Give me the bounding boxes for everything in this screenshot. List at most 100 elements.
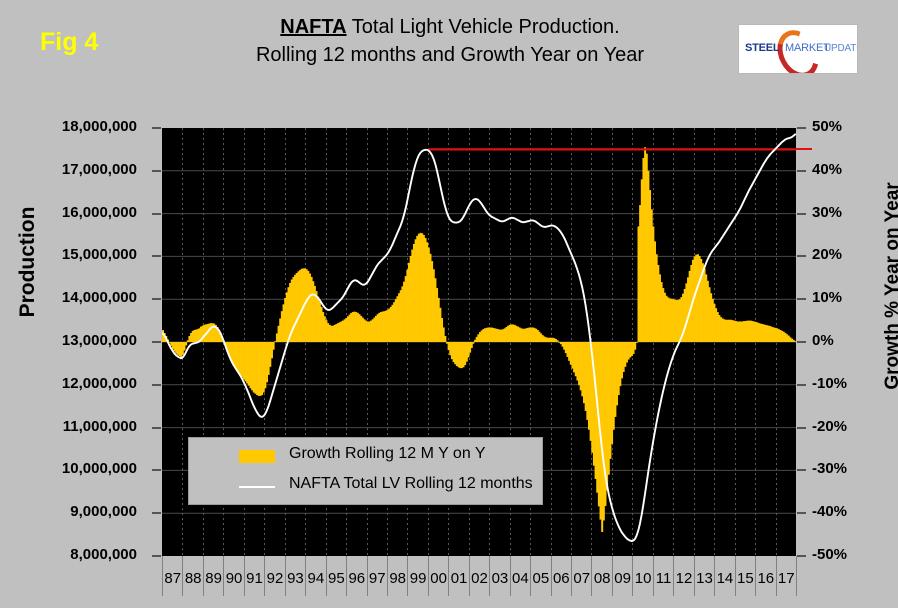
y-axis-tick-label-right: 40% (812, 160, 843, 178)
y-axis-tick-mark-right (797, 341, 806, 343)
y-axis-tick-label-left: 9,000,000 (70, 503, 137, 521)
x-axis-tick-98: 98 (386, 556, 407, 596)
logo-word-steel: STEEL (745, 42, 780, 54)
figure-label: Fig 4 (40, 28, 99, 56)
x-axis-tick-label: 93 (287, 570, 304, 587)
y-axis-tick-mark-right (797, 469, 806, 472)
chart-title-line-1: NAFTA Total Light Vehicle Production. (180, 14, 720, 41)
x-axis-tick-label: 10 (634, 570, 652, 587)
chart-title-rest: Total Light Vehicle Production. (346, 16, 620, 38)
x-axis-tick-05: 05 (530, 556, 550, 596)
chart-legend: Growth Rolling 12 M Y on Y NAFTA Total L… (188, 437, 543, 505)
y-axis-tick-label-right: 20% (812, 246, 843, 264)
x-axis-tick-14: 14 (714, 556, 734, 596)
x-axis-tick-label: 16 (757, 570, 775, 587)
y-axis-tick-mark-right (797, 555, 806, 557)
y-axis-tick-label-left: 16,000,000 (61, 203, 137, 221)
x-axis-tick-09: 09 (611, 556, 632, 596)
x-axis-tick-label: 17 (777, 570, 795, 587)
y-axis-left: 18,000,000 17,000,000 16,000,000 15,000,000… (0, 0, 155, 608)
x-axis-tick-label: 11 (655, 570, 672, 587)
x-axis: 87 88 89 90 91 92 93 94 95 96 97 98 99 00 01 02 03 04 05 06… (162, 556, 797, 596)
y-axis-tick-mark-right (797, 383, 806, 386)
x-axis-tick-label: 01 (450, 570, 468, 587)
x-axis-tick-13: 13 (693, 556, 714, 596)
y-axis-tick-label-right: 30% (812, 203, 843, 221)
y-axis-tick-mark-left (152, 169, 161, 172)
x-axis-tick-label: 09 (614, 570, 631, 587)
x-axis-tick-08: 08 (591, 556, 611, 596)
logo-word-update: UPDATE (824, 43, 857, 54)
reference-line-overhang (796, 148, 812, 151)
x-axis-tick-17: 17 (775, 556, 796, 596)
x-axis-tick-label: 91 (246, 570, 263, 587)
y-axis-tick-mark-left (152, 555, 161, 557)
legend-label-production: NAFTA Total LV Rolling 12 months (289, 475, 533, 492)
x-axis-tick-07: 07 (571, 556, 591, 596)
x-axis-tick-label: 88 (184, 570, 202, 587)
y-axis-tick-label-right: 50% (812, 118, 843, 135)
x-axis-tick-label: 04 (512, 570, 529, 587)
x-axis-tick-89: 89 (202, 556, 223, 596)
chart-title-line-2: Rolling 12 months and Growth Year on Yea… (255, 44, 645, 66)
x-axis-tick-01: 01 (448, 556, 468, 596)
x-axis-tick-label: 00 (430, 570, 447, 587)
y-axis-tick-label-left: 13,000,000 (61, 332, 137, 349)
legend-swatch-line-icon (239, 486, 275, 488)
y-axis-tick-label-right: -50% (812, 546, 848, 563)
x-axis-tick-91: 91 (243, 556, 264, 596)
chart-canvas (162, 128, 796, 556)
steel-market-update-logo: STEEL MARKET UPDATE (738, 24, 858, 74)
y-axis-tick-label-right: -20% (812, 417, 848, 435)
x-axis-tick-label: 95 (327, 570, 345, 587)
x-axis-tick-label: 94 (307, 570, 325, 587)
y-axis-tick-mark-right (797, 426, 806, 429)
y-axis-tick-mark-left (152, 512, 161, 515)
x-axis-tick-label: 15 (737, 570, 754, 587)
x-axis-tick-96: 96 (346, 556, 366, 596)
y-axis-tick-mark-left (152, 383, 161, 386)
legend-swatch-bar-icon (239, 450, 275, 463)
x-axis-tick-11: 11 (652, 556, 673, 596)
y-axis-tick-mark-right (797, 512, 806, 515)
x-axis-tick-label: 06 (552, 570, 570, 587)
x-axis-tick-label: 98 (389, 570, 407, 587)
y-axis-tick-label-left: 11,000,000 (62, 417, 137, 435)
y-axis-tick-mark-right (797, 298, 806, 301)
y-axis-tick-label-left: 14,000,000 (61, 289, 137, 307)
x-axis-tick-label: 99 (409, 570, 427, 587)
y-axis-tick-label-left: 15,000,000 (61, 246, 137, 264)
x-axis-tick-label: 87 (164, 570, 182, 587)
y-axis-tick-label-left: 12,000,000 (61, 374, 137, 392)
y-axis-tick-mark-left (152, 212, 161, 215)
x-axis-tick-92: 92 (264, 556, 284, 596)
x-axis-tick-label: 90 (225, 570, 243, 587)
y-axis-right: 50% 40% 30% 20% 10% 0% -10% -20% -30% -40% -50% (800, 0, 898, 608)
x-axis-tick-label: 92 (266, 570, 284, 587)
y-axis-tick-label-left: 8,000,000 (70, 546, 137, 563)
x-axis-tick-93: 93 (284, 556, 305, 596)
x-axis-tick-label: 13 (696, 570, 713, 587)
x-axis-tick-15: 15 (734, 556, 755, 596)
x-axis-tick-label: 96 (348, 570, 366, 587)
x-axis-tick-label: 07 (573, 570, 591, 587)
y-axis-tick-mark-left (152, 341, 161, 343)
x-axis-tick-00: 00 (427, 556, 448, 596)
y-axis-tick-label-right: -40% (812, 503, 848, 521)
logo-word-market: MARKET (785, 42, 830, 54)
chart-title: NAFTA Total Light Vehicle Production. Ro… (180, 14, 720, 69)
x-axis-tick-label: 05 (532, 570, 550, 587)
y-axis-tick-label-right: 0% (812, 332, 834, 349)
x-axis-tick-87: 87 (162, 556, 182, 596)
x-axis-tick-88: 88 (182, 556, 202, 596)
x-axis-tick-label: 97 (368, 570, 386, 587)
y-axis-tick-label-left: 18,000,000 (61, 118, 137, 135)
y-axis-tick-mark-left (152, 469, 161, 472)
x-axis-tick-94: 94 (305, 556, 325, 596)
x-axis-tick-10: 10 (632, 556, 652, 596)
y-axis-tick-mark-left (152, 426, 161, 429)
x-axis-tick-label: 03 (491, 570, 509, 587)
y-axis-tick-label-left: 17,000,000 (61, 160, 137, 178)
x-axis-tick-label: 89 (205, 570, 222, 587)
legend-label-growth: Growth Rolling 12 M Y on Y (289, 445, 486, 462)
